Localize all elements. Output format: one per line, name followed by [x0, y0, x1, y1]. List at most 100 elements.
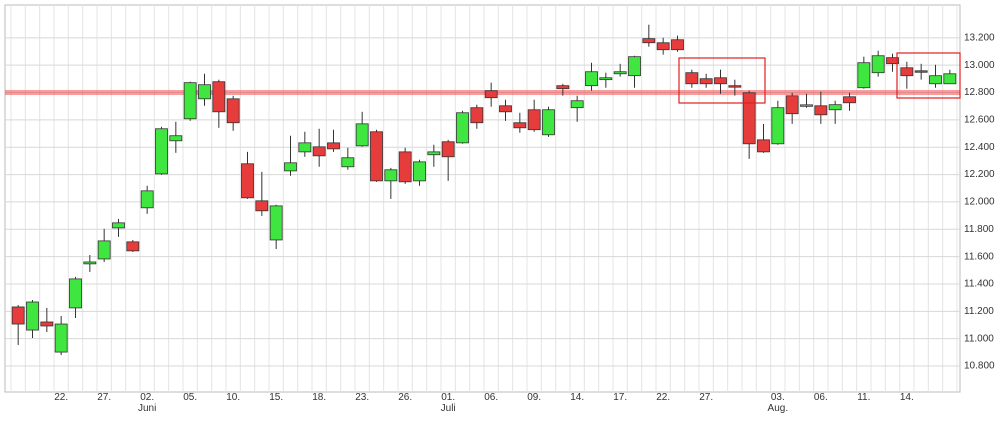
y-tick-label: 12.400 [964, 142, 995, 153]
x-tick-label: 06. [813, 392, 828, 403]
x-tick-label: 01. Juli [440, 392, 456, 414]
candle-body [97, 240, 111, 260]
candle-body [742, 92, 756, 145]
candle-body [771, 107, 785, 145]
candle-body [298, 142, 312, 153]
candle-body [441, 141, 455, 158]
x-tick-label: 17. [613, 392, 628, 403]
candle-body [54, 323, 68, 353]
candle-body [871, 55, 885, 74]
candle-body [427, 151, 441, 156]
y-tick-label: 11.200 [964, 306, 994, 317]
x-tick-label: 14. [570, 392, 585, 403]
candle-body [398, 151, 412, 183]
highlight-box [678, 57, 766, 104]
candle-body [255, 200, 269, 212]
candle-body [183, 82, 197, 120]
x-tick-label: 11. [857, 392, 871, 403]
candle-body [456, 112, 469, 144]
x-tick-label: 27. [97, 392, 112, 403]
y-tick-label: 11.800 [964, 224, 994, 235]
candle-body [585, 71, 598, 87]
candle-body [341, 157, 355, 168]
candle-body [699, 78, 713, 85]
candle-body [814, 105, 828, 116]
candle-body [83, 261, 97, 265]
candle-body [800, 104, 813, 107]
candle-body [728, 85, 742, 88]
candle-body [212, 81, 226, 113]
candle-body [857, 62, 871, 89]
candle-body [671, 39, 684, 51]
vertical-grid [10, 5, 958, 392]
x-tick-label: 26. [398, 392, 413, 403]
candle-body [929, 75, 942, 85]
candle-body [413, 161, 426, 182]
y-tick-label: 12.800 [964, 87, 995, 98]
candle-body [828, 104, 842, 111]
candle-body [714, 77, 727, 85]
candle-body [484, 90, 498, 99]
x-tick-label: 22. [54, 392, 69, 403]
y-tick-label: 12.600 [964, 115, 995, 126]
plot-frame [4, 4, 961, 393]
candle-body [943, 73, 957, 85]
y-tick-label: 13.000 [964, 60, 995, 71]
x-tick-label: 27. [699, 392, 714, 403]
candle-body [155, 128, 168, 175]
candle-body [843, 96, 856, 104]
candle-body [757, 139, 770, 153]
candle-body [886, 57, 899, 65]
candle-body [656, 42, 670, 51]
candle-body [570, 100, 584, 109]
x-tick-label: 05. [183, 392, 198, 403]
candle-body [312, 146, 326, 157]
candle-body [40, 321, 54, 327]
y-tick-label: 11.000 [964, 333, 994, 344]
candle-body [11, 306, 25, 325]
candle-body [785, 95, 799, 115]
candle-body [642, 38, 656, 44]
candle-body [327, 142, 340, 150]
y-tick-label: 12.000 [964, 197, 995, 208]
candle-body [241, 163, 254, 199]
candle-body [384, 169, 398, 182]
candle-body [69, 278, 82, 309]
candle-body [112, 222, 125, 229]
highlight-box [896, 52, 961, 99]
candle-body [599, 77, 613, 81]
candle-body [169, 135, 183, 142]
candle-body [556, 85, 570, 90]
x-tick-label: 02. Juni [137, 392, 157, 414]
candle-body [470, 107, 484, 124]
y-tick-label: 10.800 [964, 361, 995, 372]
candle-body [370, 131, 383, 182]
x-tick-label: 23. [355, 392, 370, 403]
candle-body [900, 67, 914, 77]
candle-body [126, 241, 140, 252]
candle-body [140, 190, 154, 209]
candle-body [527, 109, 541, 131]
candle-body [26, 301, 39, 331]
x-tick-label: 18. [312, 392, 327, 403]
y-tick-label: 13.200 [964, 32, 995, 43]
x-tick-label: 10. [226, 392, 241, 403]
x-tick-label: 09. [527, 392, 542, 403]
candle-body [269, 205, 283, 241]
y-tick-label: 11.400 [964, 279, 994, 290]
candle-body [499, 105, 512, 113]
candle-body [284, 162, 297, 172]
candle-body [685, 72, 699, 85]
candle-body [513, 122, 527, 129]
candle-body [914, 70, 928, 73]
candle-body [355, 123, 369, 147]
x-tick-label: 03. Aug. [767, 392, 789, 414]
x-tick-label: 14. [899, 392, 914, 403]
candle-body [226, 98, 240, 124]
x-tick-label: 22. [656, 392, 671, 403]
candle-body [198, 84, 211, 100]
y-tick-label: 11.600 [964, 251, 994, 262]
x-tick-label: 15. [269, 392, 284, 403]
